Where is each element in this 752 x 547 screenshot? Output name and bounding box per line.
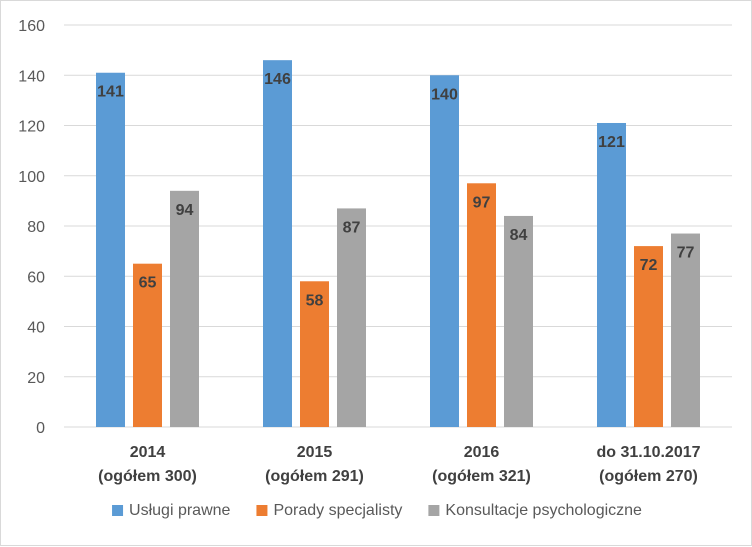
data-label: 87 [343,219,361,236]
data-label: 141 [97,84,124,101]
y-tick-label: 160 [18,18,45,35]
y-axis-ticks: 0 20 40 60 80 100 120 140 160 [18,18,45,437]
bar [671,233,700,427]
bar [337,208,366,427]
x-axis-ticks: 2014 (ogółem 300) 2015 (ogółem 291) 2016 (ogó… [98,444,700,485]
legend: Usługi prawne Porady specjalisty Konsultac… [112,502,642,519]
y-tick-label: 100 [18,169,45,186]
y-tick-label: 80 [27,219,45,236]
data-label: 72 [640,257,658,274]
x-tick-sublabel: (ogółem 321) [432,468,531,485]
x-tick-label: 2014 [130,444,166,461]
y-tick-label: 120 [18,119,45,136]
x-tick-sublabel: (ogółem 291) [265,468,364,485]
bar [133,263,162,427]
legend-swatch [428,505,440,516]
x-tick-label: 2015 [297,444,333,461]
legend-label: Konsultacje psychologiczne [445,502,642,519]
data-label: 84 [510,227,528,244]
x-tick-sublabel: (ogółem 270) [599,468,698,485]
y-tick-label: 140 [18,68,45,85]
data-label: 77 [677,245,695,262]
legend-label: Usługi prawne [129,502,230,519]
data-label: 58 [306,292,324,309]
legend-swatch [256,505,268,516]
bar [504,215,533,427]
data-label: 140 [431,86,458,103]
data-labels: 141 65 94 146 58 87 140 97 84 121 72 77 [97,71,694,309]
bar [634,246,663,427]
bar [430,75,459,427]
bar [300,281,329,427]
bar [170,190,199,427]
bar [467,183,496,427]
y-tick-label: 0 [36,420,45,437]
x-tick-sublabel: (ogółem 300) [98,468,197,485]
data-label: 121 [598,134,625,151]
data-label: 97 [473,194,491,211]
y-tick-label: 60 [27,269,45,286]
data-label: 94 [176,202,194,219]
x-tick-label: 2016 [464,444,500,461]
y-tick-label: 40 [27,320,45,337]
bars [96,60,700,428]
legend-swatch [112,505,124,516]
bar [96,72,125,428]
y-tick-label: 20 [27,370,45,387]
x-tick-label: do 31.10.2017 [596,444,700,461]
bar [263,60,292,428]
data-label: 146 [264,71,291,88]
bar [597,122,626,428]
legend-label: Porady specjalisty [273,502,402,519]
data-label: 65 [139,275,157,292]
gridlines [64,24,732,428]
